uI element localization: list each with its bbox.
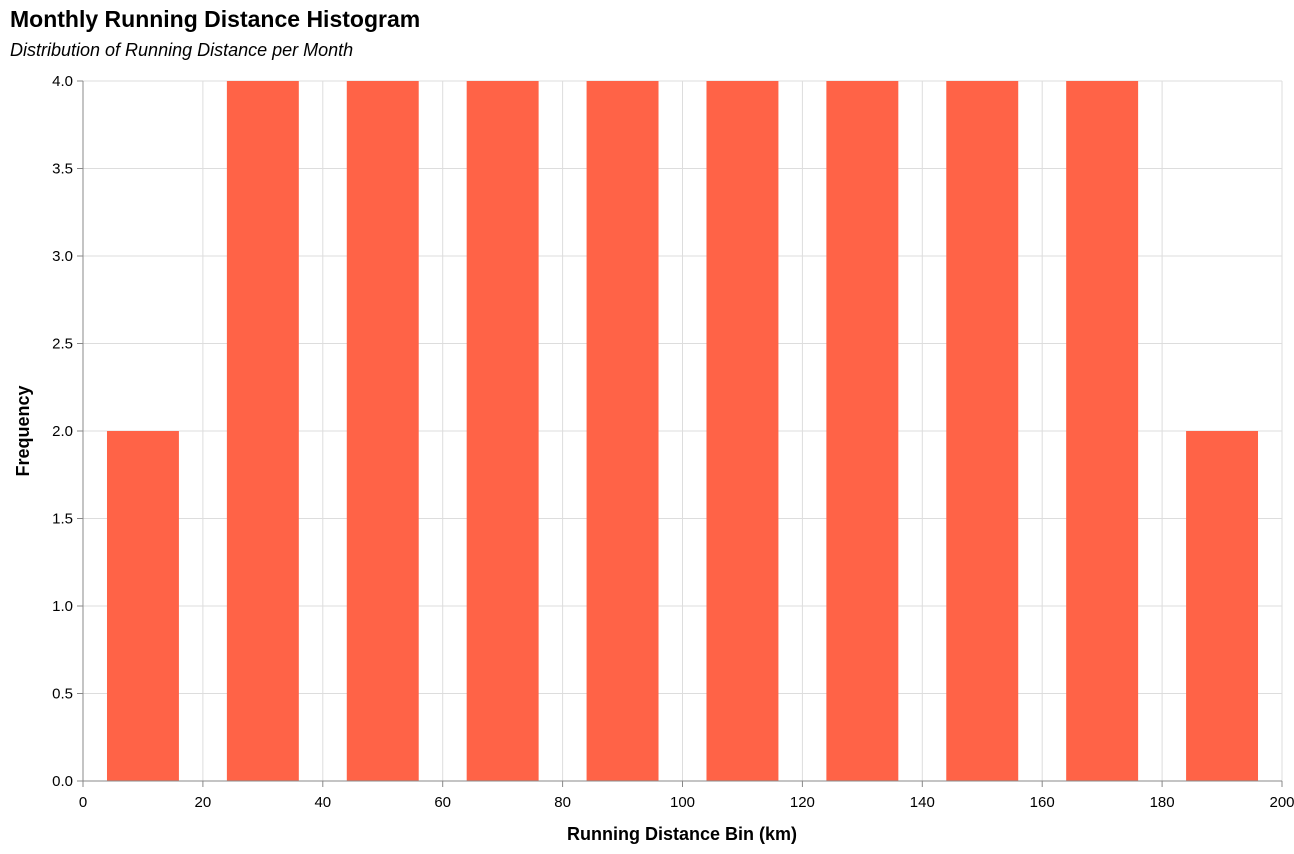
y-tick-label: 2.0 [52, 423, 73, 440]
y-tick-label: 2.5 [52, 336, 73, 353]
histogram-bar [586, 81, 659, 781]
x-tick-label: 80 [554, 794, 571, 811]
histogram-bar [346, 81, 419, 781]
histogram-bar [106, 431, 179, 781]
histogram-bar [1186, 431, 1259, 781]
y-tick-label: 1.5 [52, 511, 73, 528]
axes: 0.0 0.5 1.0 1.5 2.0 2.5 3.0 3.5 4.0 0 20 40 60 80 100 1… [52, 73, 1294, 811]
x-tick-label: 100 [670, 794, 695, 811]
y-tick-label: 3.5 [52, 161, 73, 178]
x-tick-label: 160 [1030, 794, 1055, 811]
histogram-bar [1066, 81, 1139, 781]
y-tick-label: 3.0 [52, 248, 73, 265]
x-tick-label: 20 [195, 794, 212, 811]
x-tick-label: 40 [314, 794, 331, 811]
x-tick-label: 60 [434, 794, 451, 811]
bars [106, 81, 1259, 781]
x-tick-label: 120 [790, 794, 815, 811]
x-tick-label: 200 [1269, 794, 1294, 811]
chart-subtitle: Distribution of Running Distance per Mon… [10, 40, 354, 60]
chart-title: Monthly Running Distance Histogram [10, 6, 421, 32]
histogram-bar [706, 81, 779, 781]
x-axis-title: Running Distance Bin (km) [567, 824, 797, 844]
x-tick-label: 0 [79, 794, 87, 811]
x-tick-label: 140 [910, 794, 935, 811]
histogram-bar [946, 81, 1019, 781]
y-tick-label: 0.5 [52, 686, 73, 703]
histogram-bar [466, 81, 539, 781]
y-tick-label: 1.0 [52, 598, 73, 615]
x-tick-label: 180 [1150, 794, 1175, 811]
histogram-bar [226, 81, 299, 781]
histogram-bar [826, 81, 899, 781]
y-axis-title: Frequency [13, 385, 33, 476]
y-tick-label: 0.0 [52, 773, 73, 790]
y-tick-label: 4.0 [52, 73, 73, 90]
